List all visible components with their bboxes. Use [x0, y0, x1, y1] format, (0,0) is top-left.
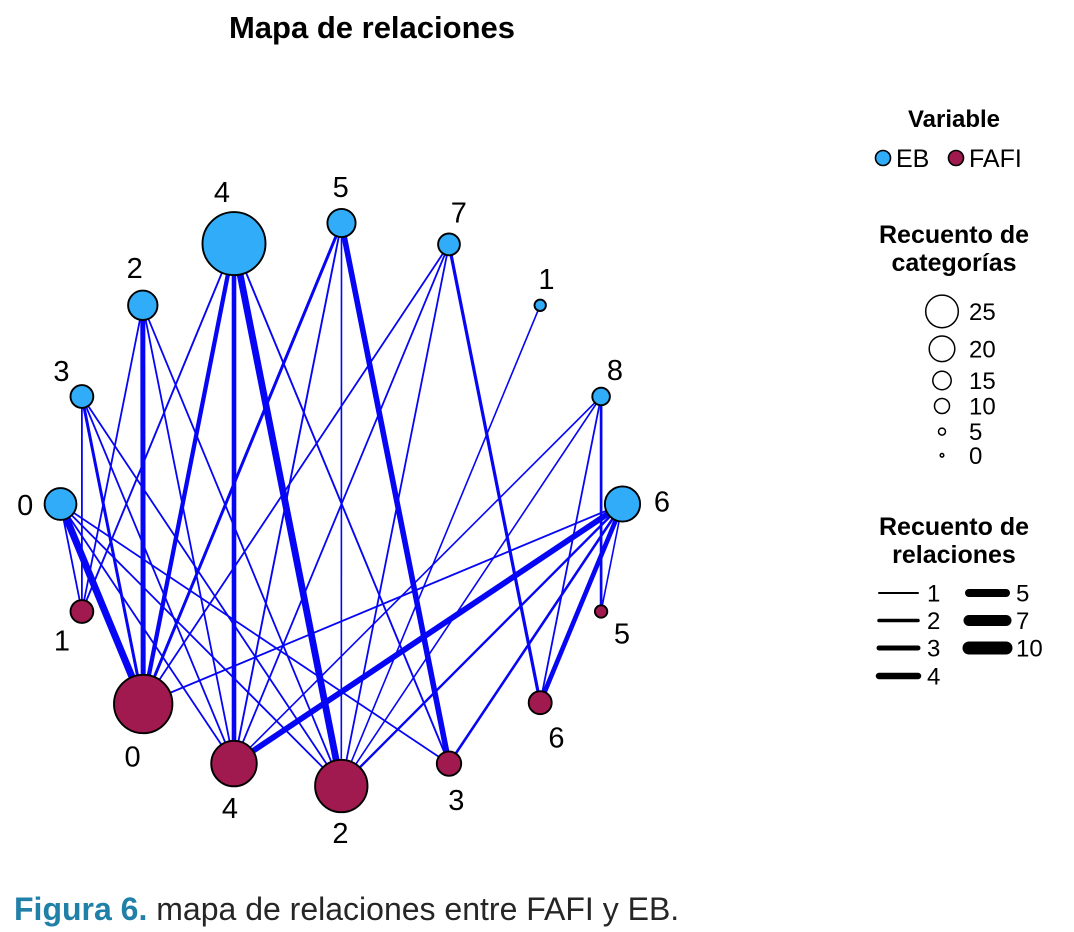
svg-text:10: 10	[1016, 636, 1043, 663]
svg-text:7: 7	[1016, 608, 1029, 635]
svg-text:7: 7	[451, 198, 467, 230]
svg-text:Mapa de relaciones: Mapa de relaciones	[229, 10, 515, 45]
svg-text:FAFI: FAFI	[969, 145, 1022, 173]
svg-text:5: 5	[1016, 581, 1029, 608]
svg-text:1: 1	[927, 581, 940, 608]
svg-text:20: 20	[969, 336, 996, 363]
svg-text:5: 5	[614, 619, 630, 651]
svg-text:25: 25	[969, 299, 996, 326]
svg-text:2: 2	[332, 818, 348, 850]
svg-text:4: 4	[222, 793, 238, 825]
svg-text:8: 8	[607, 355, 623, 387]
svg-text:categorías: categorías	[891, 249, 1016, 277]
svg-text:3: 3	[53, 356, 69, 388]
svg-text:4: 4	[214, 177, 230, 209]
svg-text:Recuento de: Recuento de	[879, 221, 1029, 249]
svg-text:EB: EB	[896, 145, 929, 173]
svg-text:5: 5	[969, 419, 982, 446]
svg-text:6: 6	[548, 723, 564, 755]
svg-text:3: 3	[927, 636, 940, 663]
svg-text:10: 10	[969, 394, 996, 421]
svg-text:1: 1	[538, 264, 554, 296]
svg-text:0: 0	[125, 741, 141, 773]
svg-text:Recuento de: Recuento de	[879, 513, 1029, 541]
svg-text:1: 1	[54, 626, 70, 658]
svg-text:6: 6	[654, 487, 670, 519]
svg-text:5: 5	[333, 172, 349, 204]
svg-text:3: 3	[448, 785, 464, 817]
svg-text:2: 2	[927, 608, 940, 635]
svg-text:15: 15	[969, 368, 996, 395]
svg-text:2: 2	[127, 253, 143, 285]
svg-text:4: 4	[927, 664, 940, 691]
svg-text:relaciones: relaciones	[892, 541, 1016, 569]
svg-text:0: 0	[17, 490, 33, 522]
svg-text:Variable: Variable	[908, 106, 1000, 133]
svg-text:0: 0	[969, 443, 982, 470]
svg-text:Figura 6. mapa de relaciones e: Figura 6. mapa de relaciones entre FAFI …	[14, 891, 679, 927]
